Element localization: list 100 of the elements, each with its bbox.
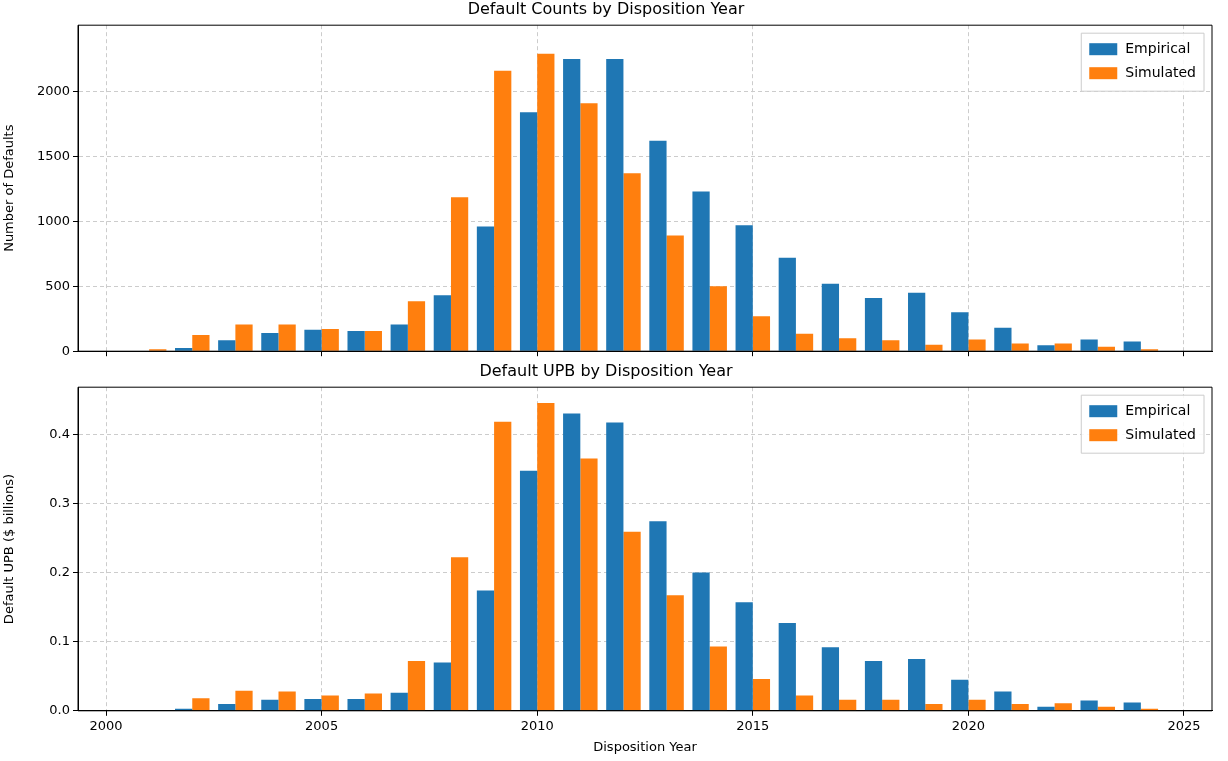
bar xyxy=(450,197,469,351)
bar xyxy=(192,698,210,711)
legend-label: Empirical xyxy=(1125,39,1191,56)
x-tick-label: 2025 xyxy=(1167,717,1201,733)
bar xyxy=(235,690,253,711)
bar xyxy=(304,699,322,711)
y-tick-label: 500 xyxy=(45,277,70,293)
bar xyxy=(1080,339,1098,351)
x-tick-label: 2020 xyxy=(951,717,985,733)
y-tick-label: 0.4 xyxy=(49,425,70,441)
bar xyxy=(908,658,926,711)
bar xyxy=(623,173,641,351)
y-tick-label: 0.1 xyxy=(49,633,70,649)
bar xyxy=(580,103,598,351)
bar xyxy=(563,413,581,711)
bar xyxy=(450,557,469,711)
bar xyxy=(795,333,814,351)
bar xyxy=(709,286,727,351)
bar xyxy=(433,295,451,351)
x-tick-label: 2010 xyxy=(520,717,554,733)
legend-label: Empirical xyxy=(1125,401,1191,418)
bar xyxy=(925,703,943,711)
bar xyxy=(606,58,624,351)
legend-label: Simulated xyxy=(1125,425,1196,442)
bar xyxy=(278,324,296,351)
bar xyxy=(1123,341,1141,351)
bar xyxy=(839,338,857,351)
bar xyxy=(476,590,495,711)
bar xyxy=(692,191,710,351)
bar xyxy=(666,595,684,711)
bar xyxy=(364,331,382,351)
bar xyxy=(752,678,771,711)
bar xyxy=(795,695,814,711)
bar xyxy=(1054,703,1072,711)
bar xyxy=(580,458,598,711)
bar xyxy=(1011,343,1029,351)
bar xyxy=(494,421,512,711)
y-tick-label: 0.2 xyxy=(49,563,70,579)
y-axis-title: Number of Defaults xyxy=(1,124,17,252)
chart-title: Default UPB by Disposition Year xyxy=(479,360,733,380)
bar xyxy=(563,58,581,351)
bar xyxy=(882,340,900,351)
y-tick-label: 2000 xyxy=(36,82,70,98)
bar xyxy=(821,647,840,711)
y-axis-title: Default UPB ($ billions) xyxy=(1,473,17,625)
bar xyxy=(968,339,986,351)
y-tick-label: 0.0 xyxy=(49,702,70,718)
bar xyxy=(925,344,943,351)
bar xyxy=(735,602,753,711)
bar xyxy=(1011,703,1029,711)
bar xyxy=(304,329,322,351)
bar xyxy=(390,324,408,351)
bar xyxy=(278,691,296,711)
bar xyxy=(537,403,555,711)
bar xyxy=(951,679,969,711)
bar xyxy=(519,112,538,351)
bar xyxy=(347,331,365,351)
bar xyxy=(864,661,883,711)
bar xyxy=(1054,343,1072,351)
bar xyxy=(864,297,883,351)
bar xyxy=(433,662,451,711)
bar xyxy=(778,257,796,351)
bar xyxy=(994,327,1012,351)
bar xyxy=(735,225,753,351)
x-tick-label: 2015 xyxy=(736,717,770,733)
bar xyxy=(839,699,857,711)
bar xyxy=(175,347,193,351)
bar xyxy=(321,329,339,351)
bar xyxy=(321,695,339,711)
bar xyxy=(1080,700,1098,711)
bar xyxy=(908,292,926,351)
bar xyxy=(261,333,279,351)
bar xyxy=(476,226,495,351)
bar xyxy=(1097,346,1115,351)
legend-label: Simulated xyxy=(1125,63,1196,80)
bar xyxy=(666,235,684,351)
y-tick-label: 1500 xyxy=(36,147,70,163)
bar xyxy=(364,693,382,711)
bar xyxy=(752,316,771,351)
y-tick-label: 0.3 xyxy=(49,494,70,510)
bar xyxy=(709,646,727,711)
bar xyxy=(218,703,236,711)
bar xyxy=(494,70,512,351)
bar xyxy=(994,691,1012,711)
bar xyxy=(407,301,426,351)
bar xyxy=(882,699,900,711)
bar xyxy=(537,53,555,351)
x-tick-label: 2000 xyxy=(89,717,123,733)
bar xyxy=(192,334,210,351)
bar xyxy=(649,521,667,711)
bar xyxy=(519,470,538,711)
bar xyxy=(1037,345,1055,351)
bar xyxy=(692,572,710,711)
x-tick-label: 2005 xyxy=(305,717,339,733)
bar xyxy=(821,283,840,351)
bar xyxy=(778,622,796,711)
bar xyxy=(218,340,236,351)
bar xyxy=(407,661,426,711)
bar xyxy=(951,312,969,351)
bar xyxy=(649,140,667,351)
